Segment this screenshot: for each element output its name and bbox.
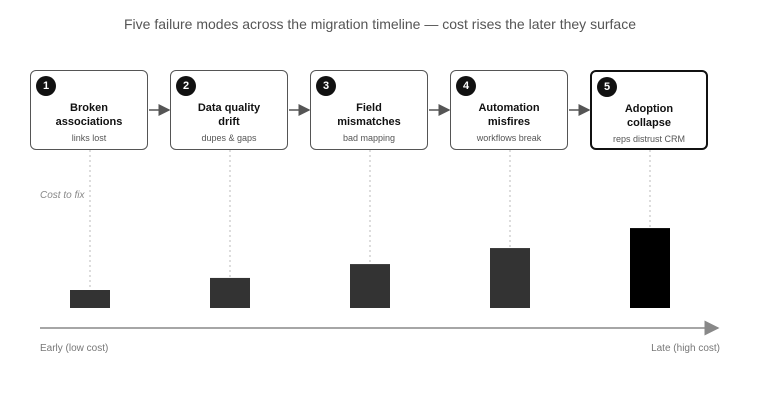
cost-bar-2 <box>210 277 250 308</box>
step-subtitle: reps distrust CRM <box>612 134 685 144</box>
step-number-badge: 1 <box>36 76 56 96</box>
axis-start-label: Early (low cost) <box>40 343 109 354</box>
cost-bar-1 <box>70 290 110 308</box>
step-subtitle: dupes & gaps <box>201 133 257 143</box>
cost-bar-3 <box>350 264 390 308</box>
step-5-box: 5 Adoption collapse reps distrust CRM <box>590 70 708 150</box>
cost-bars <box>70 228 670 308</box>
cost-to-fix-label: Cost to fix <box>40 190 85 201</box>
step-1-box: 1 Broken associations links lost <box>30 70 148 150</box>
diagram-title: Five failure modes across the migration … <box>124 16 636 32</box>
guide-lines <box>89 150 651 290</box>
step-number-badge: 3 <box>316 76 336 96</box>
step-title: Broken associations <box>55 102 123 128</box>
step-title: Field mismatches <box>337 102 401 128</box>
step-title: Data quality drift <box>197 102 261 128</box>
step-subtitle: workflows break <box>476 133 542 143</box>
step-4-box: 4 Automation misfires workflows break <box>450 70 568 150</box>
step-number-badge: 5 <box>597 77 617 97</box>
axis-end-label: Late (high cost) <box>651 343 720 354</box>
step-number-badge: 4 <box>456 76 476 96</box>
step-number-badge: 2 <box>176 76 196 96</box>
step-subtitle: links lost <box>71 133 107 143</box>
cost-bar-5 <box>630 228 670 308</box>
step-title: Automation misfires <box>478 102 540 128</box>
step-2-box: 2 Data quality drift dupes & gaps <box>170 70 288 150</box>
cost-bar-4 <box>490 248 530 308</box>
step-subtitle: bad mapping <box>342 133 396 143</box>
step-3-box: 3 Field mismatches bad mapping <box>310 70 428 150</box>
step-title: Adoption collapse <box>624 103 674 129</box>
